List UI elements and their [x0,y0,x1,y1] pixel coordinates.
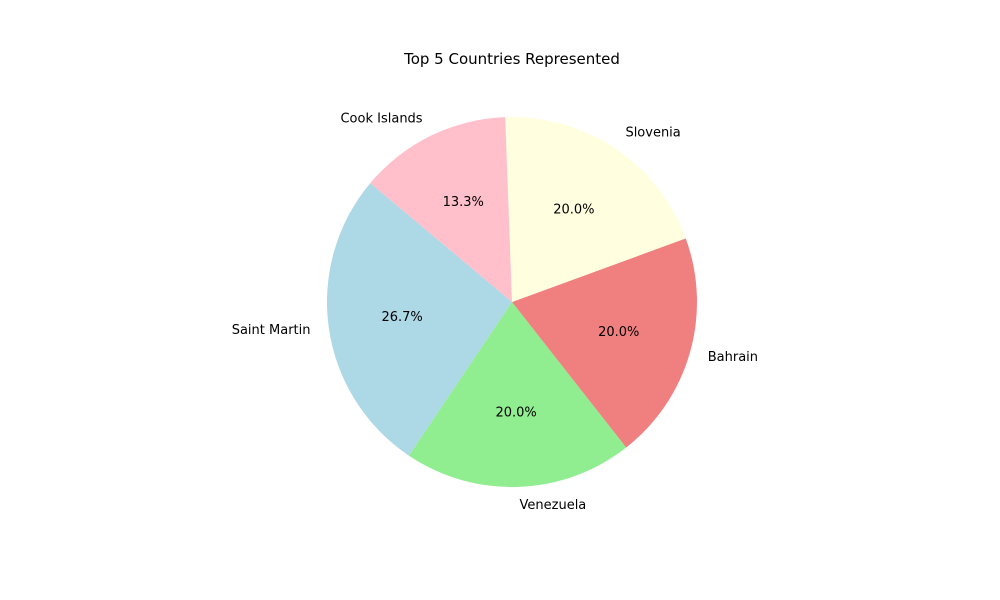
slice-label: Venezuela [520,498,587,513]
slice-label: Cook Islands [340,112,422,127]
slice-percent-label: 20.0% [553,202,594,217]
slice-label: Slovenia [625,126,680,141]
pie-slice-slovenia [505,117,686,302]
slice-label: Saint Martin [232,323,311,338]
pie-slice-bahrain [512,238,697,448]
pie-slice-saint-martin [326,183,512,456]
pie-slice-venezuela [408,302,627,487]
chart-title: Top 5 Countries Represented [403,50,620,68]
slice-percent-label: 20.0% [495,405,536,420]
slice-percent-label: 13.3% [443,195,484,210]
slice-label: Bahrain [708,350,758,365]
slice-percent-label: 20.0% [598,325,639,340]
pie-slice-cook-islands [370,117,512,302]
pie-slices [326,117,697,487]
slice-percent-label: 26.7% [381,310,422,325]
pie-labels: Saint Martin 26.7% Venezuela 20.0% Bahrain 20… [232,112,758,513]
